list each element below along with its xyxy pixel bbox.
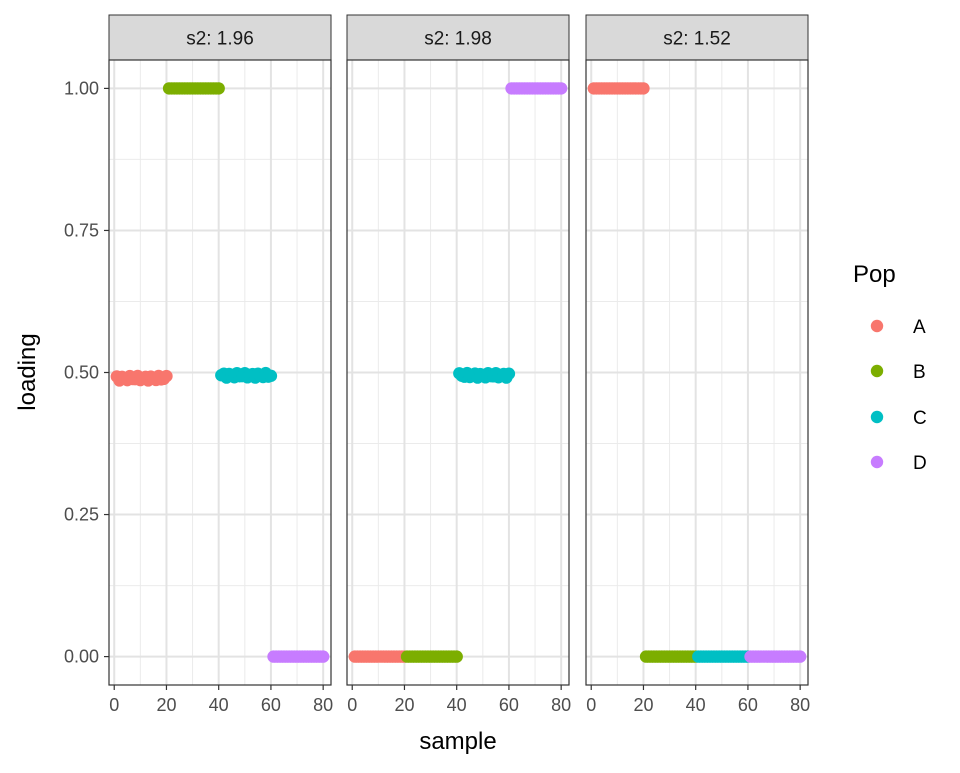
legend-title: Pop (853, 261, 896, 288)
x-axis-title: sample (419, 728, 496, 755)
x-tick-label: 40 (686, 695, 706, 715)
data-point-A (160, 369, 173, 383)
facet-strip-label: s2: 1.98 (424, 29, 492, 50)
data-point-A (637, 82, 650, 95)
legend-label: B (913, 362, 926, 383)
x-tick-label: 60 (738, 695, 758, 715)
legend-label: A (913, 317, 926, 338)
x-tick-label: 0 (109, 695, 119, 715)
x-tick-label: 20 (394, 695, 414, 715)
x-tick-label: 40 (447, 695, 467, 715)
data-point-D (316, 650, 330, 663)
x-tick-label: 40 (209, 695, 229, 715)
x-tick-label: 0 (586, 695, 596, 715)
y-tick-label: 0.75 (64, 220, 99, 240)
facet-strip-label: s2: 1.96 (186, 29, 254, 50)
legend-key-A (870, 319, 884, 333)
data-point-D (793, 650, 807, 663)
facet-strip (346, 14, 570, 61)
x-tick-label: 60 (261, 695, 281, 715)
data-point-C (264, 369, 278, 383)
legend-key-B (870, 364, 884, 378)
panel-border (346, 59, 570, 686)
y-tick-label: 0.25 (64, 505, 99, 525)
data-point-B (450, 650, 463, 663)
y-tick-label: 0.50 (64, 363, 99, 383)
x-tick-label: 80 (790, 695, 810, 715)
panel-border (585, 59, 809, 686)
x-tick-label: 80 (313, 695, 333, 715)
facet-strip (108, 14, 332, 61)
x-tick-label: 80 (551, 695, 571, 715)
x-tick-label: 0 (347, 695, 357, 715)
facet-strip-label: s2: 1.52 (663, 29, 731, 50)
legend-key-C (870, 410, 884, 424)
data-point-B (212, 82, 225, 95)
legend-key-D (870, 455, 884, 469)
x-tick-label: 20 (633, 695, 653, 715)
y-tick-label: 0.00 (64, 647, 99, 667)
legend-label: D (913, 453, 927, 474)
data-point-D (554, 82, 568, 95)
y-tick-label: 1.00 (64, 78, 99, 98)
x-tick-label: 60 (499, 695, 519, 715)
data-point-C (502, 367, 516, 380)
legend-label: C (913, 408, 927, 429)
x-tick-label: 20 (156, 695, 176, 715)
y-axis-title: loading (14, 333, 41, 410)
